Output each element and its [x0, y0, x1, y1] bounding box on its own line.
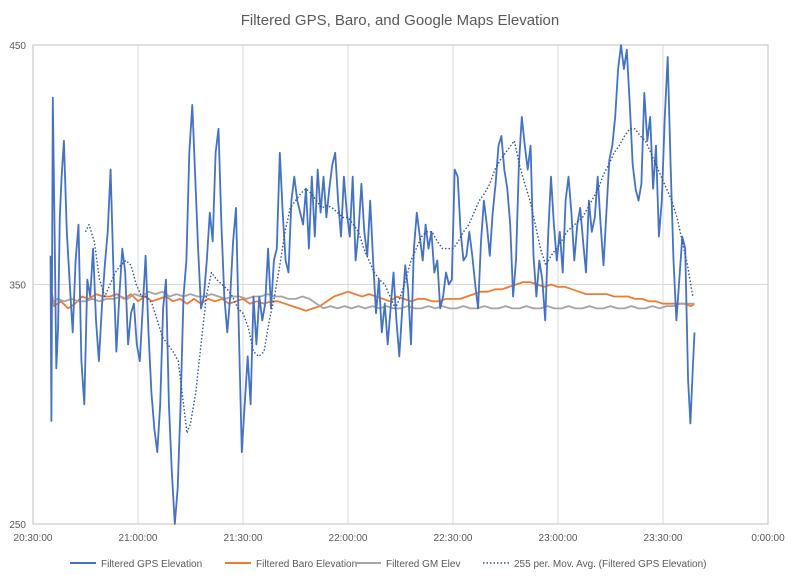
legend-label-1: Filtered Baro Elevation [256, 559, 357, 570]
series-line-2 [49, 290, 695, 310]
x-tick-label: 21:30:00 [224, 533, 263, 544]
plot-area-border [32, 44, 769, 525]
legend: Filtered GPS Elevation Filtered Baro Elev… [70, 559, 707, 570]
legend-label-0: Filtered GPS Elevation [101, 559, 202, 570]
x-tick-label: 0:00:00 [751, 533, 785, 544]
x-tick-label: 21:00:00 [119, 533, 158, 544]
x-tick-label: 22:00:00 [329, 533, 368, 544]
legend-label-3: 255 per. Mov. Avg. (Filtered GPS Elevati… [514, 559, 707, 570]
series-line-1 [49, 281, 696, 312]
x-tick-label: 23:30:00 [644, 533, 683, 544]
series-layer [49, 44, 696, 525]
x-tick-label: 22:30:00 [434, 533, 473, 544]
y-tick-label: 350 [9, 281, 26, 292]
y-tick-label: 450 [9, 41, 26, 52]
chart-title: Filtered GPS, Baro, and Google Maps Elev… [241, 12, 560, 29]
series-line-3 [84, 128, 694, 434]
grid-layer [32, 44, 769, 525]
legend-label-2: Filtered GM Elev [386, 559, 460, 570]
x-tick-label: 23:00:00 [539, 533, 578, 544]
series-line-0 [49, 44, 696, 525]
x-tick-label: 20:30:00 [14, 533, 53, 544]
axes-layer: 20:30:00 21:00:00 21:30:00 22:00:00 22:30:00… [9, 41, 785, 544]
y-tick-label: 250 [9, 520, 26, 531]
